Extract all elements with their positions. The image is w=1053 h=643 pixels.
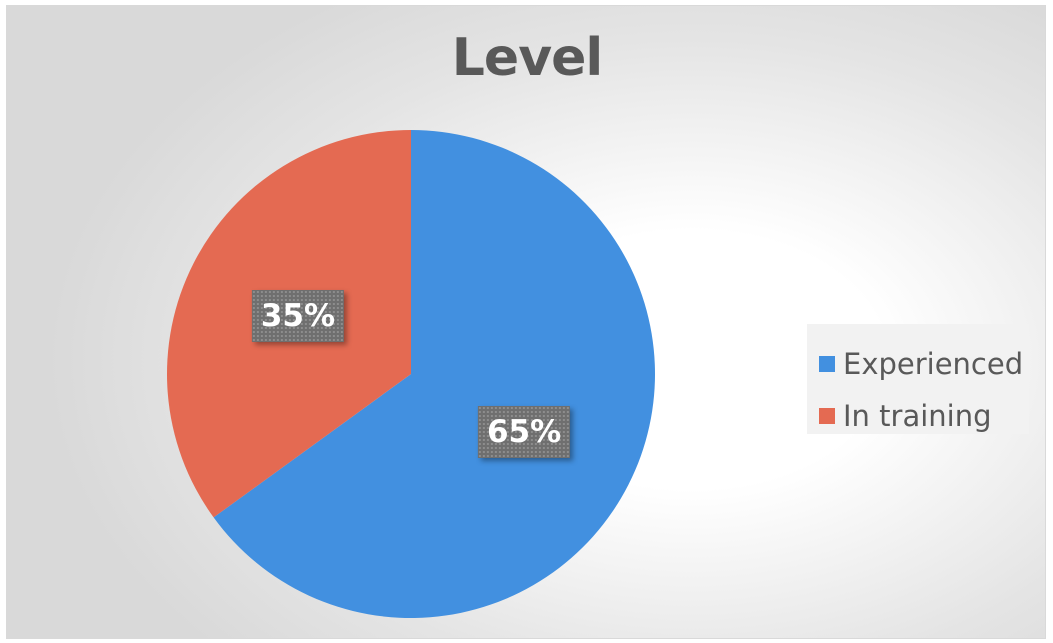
legend-swatch-in-training xyxy=(819,408,835,424)
legend-swatch-experienced xyxy=(819,356,835,372)
chart-area: Level 65% 35% Experienced In training xyxy=(6,5,1046,639)
pie-slices xyxy=(167,130,655,618)
legend: Experienced In training xyxy=(807,324,1029,434)
chart-title: Level xyxy=(451,28,603,88)
legend-label-experienced: Experienced xyxy=(843,347,1024,381)
legend-item-in-training: In training xyxy=(819,396,992,436)
legend-item-experienced: Experienced xyxy=(819,344,1023,384)
legend-label-in-training: In training xyxy=(843,399,992,433)
slice-experienced xyxy=(213,130,655,618)
data-label-in-training: 35% xyxy=(251,290,345,343)
data-label-experienced: 65% xyxy=(477,405,571,458)
pie-chart xyxy=(167,130,655,618)
